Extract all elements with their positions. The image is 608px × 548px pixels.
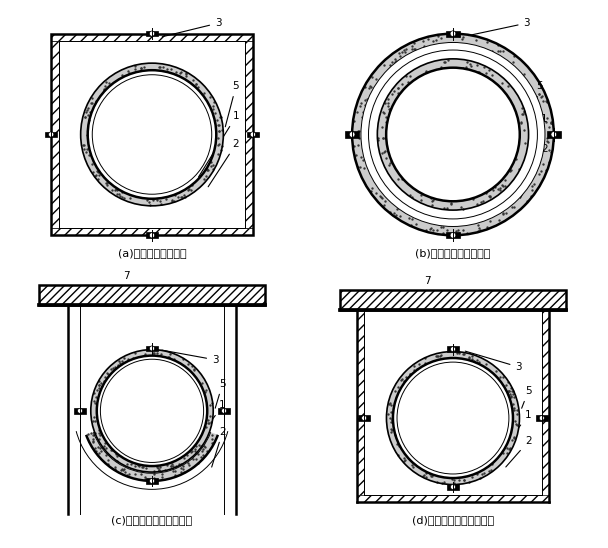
Bar <box>447 346 459 352</box>
Bar <box>357 495 549 502</box>
Bar <box>246 132 259 138</box>
Bar <box>146 346 158 351</box>
Bar <box>51 41 59 228</box>
Wedge shape <box>86 432 218 481</box>
Text: (c)靠墙圆柱包弧形防火板: (c)靠墙圆柱包弧形防火板 <box>111 515 193 525</box>
Bar <box>547 132 561 138</box>
Circle shape <box>97 356 207 466</box>
Circle shape <box>450 232 456 238</box>
Bar <box>245 41 253 228</box>
Bar <box>146 31 158 37</box>
Circle shape <box>551 132 557 138</box>
Circle shape <box>150 478 154 483</box>
Text: 1: 1 <box>503 114 548 176</box>
Bar <box>446 31 460 37</box>
Text: 2: 2 <box>208 139 240 187</box>
Bar <box>446 232 460 238</box>
Bar <box>218 408 230 414</box>
Circle shape <box>451 484 455 489</box>
Bar <box>51 228 253 235</box>
Text: 5: 5 <box>226 81 240 127</box>
Bar <box>358 415 370 421</box>
Text: 3: 3 <box>162 350 219 365</box>
Circle shape <box>539 415 544 420</box>
Bar <box>357 310 364 495</box>
Bar <box>59 41 245 228</box>
Circle shape <box>250 132 255 137</box>
Circle shape <box>100 359 204 463</box>
Bar <box>146 232 158 238</box>
Text: 1: 1 <box>192 401 226 447</box>
Bar <box>447 484 459 490</box>
Circle shape <box>362 415 367 420</box>
Circle shape <box>349 132 355 138</box>
Circle shape <box>387 352 519 484</box>
Circle shape <box>49 132 54 137</box>
Bar <box>542 310 549 495</box>
Wedge shape <box>91 350 213 472</box>
Wedge shape <box>81 63 223 206</box>
Circle shape <box>77 408 83 413</box>
Text: 2: 2 <box>212 427 226 467</box>
Text: 3: 3 <box>465 351 522 372</box>
Text: 7: 7 <box>123 271 130 281</box>
Text: 2: 2 <box>520 144 548 198</box>
Wedge shape <box>378 59 528 210</box>
Circle shape <box>150 346 154 351</box>
Bar <box>51 33 253 235</box>
Bar <box>51 33 253 41</box>
Text: 5: 5 <box>215 379 226 408</box>
Text: 1: 1 <box>498 410 531 455</box>
Bar <box>536 415 548 421</box>
Bar <box>146 478 158 484</box>
Circle shape <box>397 362 509 474</box>
Text: (a)圆柱包矩形防火板: (a)圆柱包矩形防火板 <box>118 248 186 258</box>
Text: 5: 5 <box>522 386 531 408</box>
Circle shape <box>150 31 154 36</box>
Bar <box>74 408 86 414</box>
Text: (b)圆柱包圆弧形防火板: (b)圆柱包圆弧形防火板 <box>415 248 491 258</box>
Circle shape <box>221 408 227 413</box>
Wedge shape <box>352 33 554 235</box>
Circle shape <box>361 43 545 226</box>
Circle shape <box>92 75 212 194</box>
Circle shape <box>350 31 556 238</box>
Wedge shape <box>387 352 519 484</box>
Circle shape <box>451 347 455 352</box>
Text: 3: 3 <box>468 18 530 36</box>
Text: 3: 3 <box>162 18 222 37</box>
Circle shape <box>386 68 520 201</box>
Bar <box>345 132 359 138</box>
Bar <box>39 285 265 305</box>
Circle shape <box>81 63 223 206</box>
Bar <box>340 289 566 310</box>
Text: 2: 2 <box>506 436 531 467</box>
Circle shape <box>150 233 154 238</box>
Circle shape <box>450 31 456 37</box>
Text: 7: 7 <box>424 276 431 286</box>
Text: (d)靠墙圆柱包矩形防火板: (d)靠墙圆柱包矩形防火板 <box>412 515 494 525</box>
Bar <box>45 132 58 138</box>
Bar <box>59 41 245 228</box>
Text: 1: 1 <box>198 111 240 177</box>
Text: 5: 5 <box>531 81 543 124</box>
